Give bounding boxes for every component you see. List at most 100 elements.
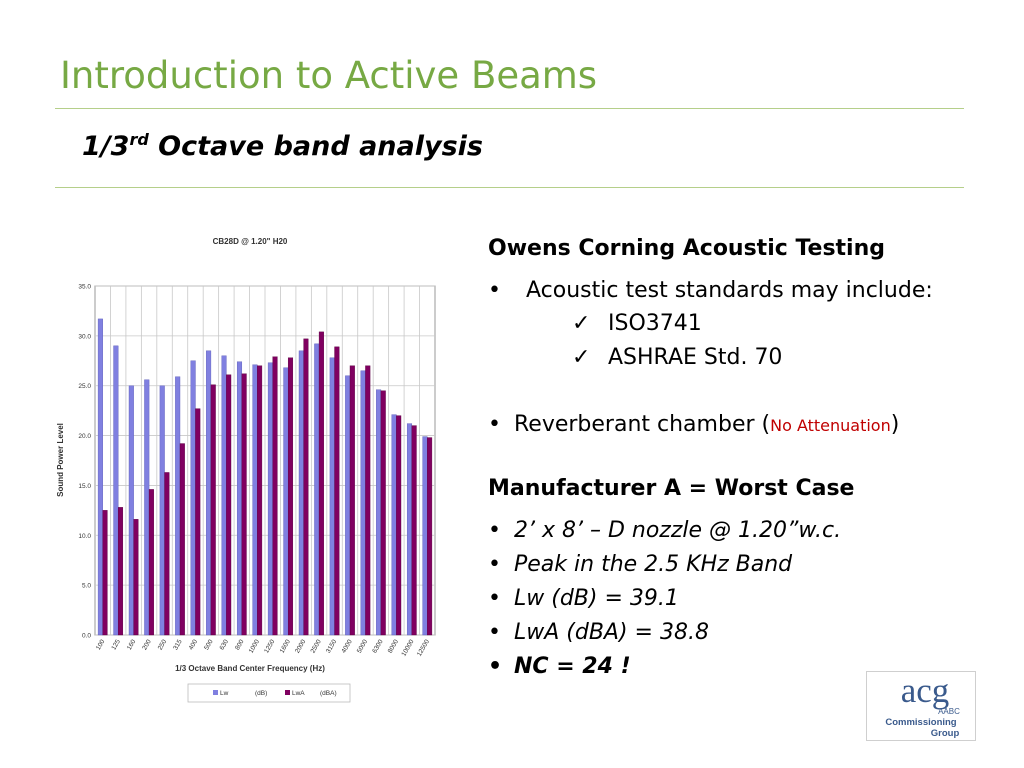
spacer — [488, 442, 968, 472]
bullet-text: NC = 24 ! — [514, 654, 631, 679]
bar-lwa-800 — [241, 373, 247, 636]
bar-lwa-5000 — [365, 365, 371, 636]
bar-lw-3150 — [329, 357, 335, 636]
x-tick-label: 125 — [110, 638, 122, 651]
x-tick-label: 10000 — [400, 638, 415, 657]
bar-lwa-500 — [210, 384, 216, 636]
subtitle-rest: Octave band analysis — [148, 131, 483, 162]
bar-lw-5000 — [360, 370, 366, 636]
octave-band-chart: CB28D @ 1.20" H20 0.0 5.0 10.0 15.0 20.0 25.0… — [56, 237, 436, 703]
testing-heading: Owens Corning Acoustic Testing — [488, 236, 886, 261]
spacer — [488, 376, 968, 408]
bar-lw-125 — [113, 345, 119, 636]
bar-lwa-315 — [179, 443, 185, 636]
y-tick-label: 30.0 — [78, 333, 91, 340]
bullet-standards: • Acoustic test standards may include: — [488, 274, 968, 308]
x-tick-label: 800 — [234, 638, 246, 651]
slide-title: Introduction to Active Beams — [60, 54, 598, 97]
legend-swatch-lw — [213, 690, 218, 695]
y-tick-label: 0.0 — [82, 633, 91, 640]
bar-lw-12500 — [422, 436, 428, 636]
y-tick-label: 10.0 — [78, 533, 91, 540]
x-tick-label: 315 — [172, 638, 184, 651]
bar-lwa-10000 — [411, 425, 417, 636]
bullet-dot: • — [488, 278, 501, 303]
legend-unit-lwa: (dBA) — [320, 690, 337, 697]
right-panel: Owens Corning Acoustic Testing • Acoustic… — [488, 232, 968, 684]
bar-lw-630 — [221, 355, 227, 636]
x-tick-label: 1600 — [279, 638, 292, 654]
bar-lw-2000 — [298, 350, 304, 636]
bullet-reverberant: • Reverberant chamber (No Attenuation) — [488, 408, 968, 442]
bar-lw-8000 — [391, 414, 397, 636]
bar-lw-315 — [175, 376, 181, 636]
y-tick-label: 35.0 — [78, 284, 91, 291]
x-tick-label: 100 — [95, 638, 107, 651]
check-item-ashrae: ✓ ASHRAE Std. 70 — [488, 342, 968, 376]
bar-lwa-200 — [148, 489, 154, 636]
x-tick-label: 1250 — [263, 638, 276, 654]
x-tick-label: 2000 — [294, 638, 307, 654]
bullet-dot: • — [488, 586, 501, 611]
bullet-dot: • — [488, 654, 503, 679]
bar-lwa-160 — [133, 519, 139, 636]
logo-line2: Commissioning — [885, 717, 956, 728]
slide-subtitle: 1/3rd Octave band analysis — [82, 130, 483, 162]
x-tick-label: 160 — [126, 638, 138, 651]
bar-lw-100 — [97, 318, 103, 636]
bar-lw-1600 — [283, 367, 289, 636]
bullet-dot: • — [488, 412, 501, 437]
bullet-text: LwA (dBA) = 38.8 — [514, 620, 709, 645]
x-tick-label: 4000 — [340, 638, 353, 654]
x-tick-label: 5000 — [356, 638, 369, 654]
logo-line3: Group — [931, 728, 960, 739]
bar-lwa-12500 — [427, 437, 433, 636]
title-divider — [55, 108, 964, 109]
bullet-nozzle: • 2’ x 8’ – D nozzle @ 1.20”w.c. — [488, 514, 968, 548]
y-tick-label: 25.0 — [78, 383, 91, 390]
check-icon: ✓ — [572, 345, 591, 370]
chart-bars — [97, 318, 433, 636]
bar-lw-1000 — [252, 364, 258, 636]
bar-lw-400 — [190, 360, 196, 636]
x-tick-label: 630 — [219, 638, 231, 651]
subtitle-divider — [55, 187, 964, 188]
bar-lw-10000 — [406, 423, 413, 636]
x-tick-label: 2500 — [310, 638, 323, 654]
y-axis-ticks: 0.0 5.0 10.0 15.0 20.0 25.0 30.0 35.0 — [78, 284, 91, 640]
bar-lwa-4000 — [349, 365, 355, 636]
subtitle-main: 1/3 — [82, 131, 130, 162]
x-tick-label: 3150 — [325, 638, 338, 654]
bullet-dot: • — [488, 620, 501, 645]
bar-lwa-1600 — [287, 357, 294, 636]
bar-lw-1250 — [267, 362, 273, 636]
bar-lwa-6300 — [380, 390, 386, 636]
bullet-text: Peak in the 2.5 KHz Band — [514, 552, 793, 577]
bullet-text: Acoustic test standards may include: — [526, 278, 933, 303]
x-tick-label: 500 — [203, 638, 215, 651]
bullet-text: 2’ x 8’ – D nozzle @ 1.20”w.c. — [514, 518, 842, 543]
acg-logo: acg AABC Commissioning Group — [866, 671, 976, 741]
check-text: ISO3741 — [608, 311, 702, 336]
bullet-lwa: • LwA (dBA) = 38.8 — [488, 616, 968, 650]
bar-lw-800 — [236, 361, 243, 636]
x-tick-label: 250 — [157, 638, 169, 651]
y-tick-label: 15.0 — [78, 483, 91, 490]
legend-label-lw: Lw — [220, 690, 229, 697]
x-axis-ticks: 100 125 160 200 250 315 400 500 630 800 1000 1250 16… — [95, 638, 431, 657]
bar-lwa-1000 — [257, 365, 263, 636]
chart-legend: Lw (dB) LwA (dBA) — [187, 683, 351, 703]
bar-lwa-100 — [102, 510, 108, 636]
bar-lwa-400 — [195, 408, 201, 636]
bar-lwa-1250 — [272, 356, 278, 636]
y-axis-label: Sound Power Level — [56, 423, 65, 497]
check-text: ASHRAE Std. 70 — [608, 345, 783, 370]
spacer — [488, 506, 968, 514]
bar-lw-160 — [128, 385, 134, 636]
bullet-text: Reverberant chamber (No Attenuation) — [514, 408, 899, 443]
bar-lw-2500 — [314, 343, 320, 636]
logo-line1: AABC — [938, 707, 960, 716]
manufacturer-heading: Manufacturer A = Worst Case — [488, 476, 855, 501]
x-tick-label: 400 — [188, 638, 200, 651]
legend-box — [187, 683, 351, 703]
